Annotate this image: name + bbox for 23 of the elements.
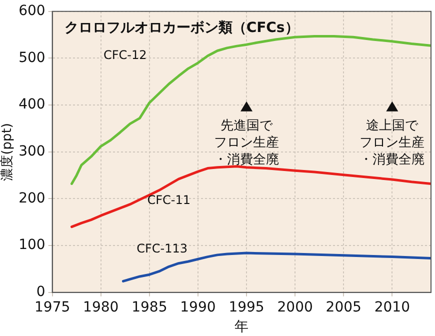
y-tick-label: 500 [18, 50, 46, 66]
x-tick-label: 2005 [326, 299, 362, 316]
annotation: 先進国でフロン生産・消費全廃 [214, 118, 280, 168]
x-tick-label: 1980 [83, 299, 119, 316]
x-axis-title: 年 [234, 319, 249, 336]
y-tick-label: 0 [36, 284, 46, 300]
x-tick-label: 1985 [132, 299, 168, 316]
x-tick-label: 2000 [277, 299, 313, 316]
y-axis-title: 濃度(ppt) [0, 123, 16, 181]
series-label: CFC-113 [136, 241, 188, 256]
y-tick-label: 300 [18, 144, 46, 160]
series-label: CFC-11 [147, 193, 190, 208]
x-tick-label: 1975 [34, 299, 70, 316]
y-tick-label: 400 [18, 96, 46, 113]
y-tick-label: 600 [18, 3, 46, 20]
x-tick-label: 2010 [374, 299, 410, 316]
y-tick-label: 100 [18, 237, 46, 254]
annotation: 途上国でフロン生産・消費全廃 [360, 118, 425, 168]
text: クロロフルオロカーボン類（CFCs） [64, 20, 299, 36]
x-tick-label: 1995 [228, 299, 264, 316]
y-tick-label: 200 [18, 190, 46, 206]
text: CFC-12 [104, 48, 147, 62]
x-tick-label: 1990 [180, 299, 216, 316]
